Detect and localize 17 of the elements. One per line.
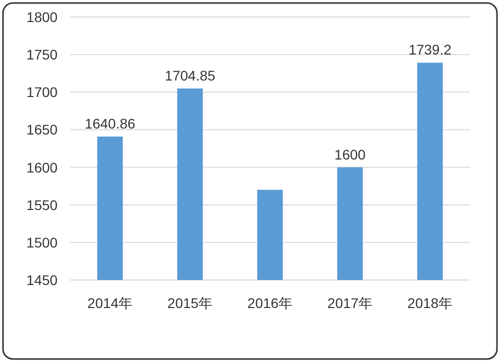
y-tick-label: 1650 bbox=[26, 122, 58, 138]
y-tick-label: 1450 bbox=[26, 272, 58, 288]
data-label: 1704.85 bbox=[164, 68, 216, 84]
y-tick-label: 1750 bbox=[26, 46, 58, 63]
x-tick-label: 2017年 bbox=[327, 295, 373, 311]
y-tick-label: 1700 bbox=[26, 84, 58, 100]
y-tick-label: 1550 bbox=[26, 196, 58, 213]
y-tick-label: 1500 bbox=[26, 234, 58, 250]
x-tick-label: 2018年 bbox=[407, 295, 453, 311]
data-label: 1600 bbox=[334, 146, 366, 162]
data-label: 1640.86 bbox=[84, 116, 136, 132]
data-label: 1739.2 bbox=[408, 42, 452, 58]
y-tick-label: 1600 bbox=[26, 159, 58, 176]
x-tick-label: 2015年 bbox=[167, 295, 213, 311]
y-tick-label: 1800 bbox=[26, 9, 58, 25]
x-tick-label: 2014年 bbox=[87, 295, 133, 311]
x-tick-label: 2016年 bbox=[247, 295, 293, 311]
